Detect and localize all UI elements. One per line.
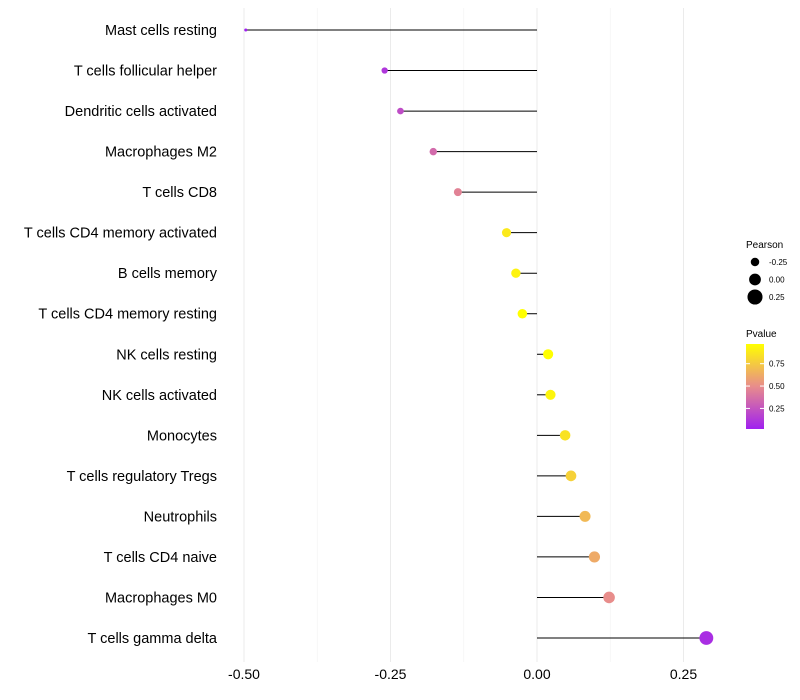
lollipop-point (517, 308, 528, 319)
category-labels: Mast cells resting T cells follicular hel… (24, 23, 218, 647)
lollipop-point (511, 268, 521, 278)
category-label: T cells gamma delta (88, 631, 218, 647)
category-label: NK cells resting (116, 347, 217, 363)
x-tick-label: -0.25 (375, 666, 407, 682)
lollipop-stems (245, 29, 707, 639)
grid-lines (243, 8, 684, 662)
lollipop-point (603, 591, 615, 604)
category-label: NK cells activated (102, 388, 217, 404)
x-tick-label: 0.25 (670, 666, 697, 682)
lollipop-point (588, 551, 601, 563)
category-label: B cells memory (118, 266, 218, 282)
lollipop-point (579, 510, 591, 522)
category-label: T cells CD4 memory activated (24, 226, 217, 242)
category-label: T cells follicular helper (74, 64, 217, 80)
category-label: Neutrophils (144, 509, 217, 525)
lollipop-point (397, 107, 404, 115)
lollipop-point (453, 188, 462, 197)
category-label: T cells CD8 (142, 185, 217, 201)
x-tick-labels: -0.50 -0.25 0.00 0.25 (228, 666, 697, 682)
category-label: Mast cells resting (105, 23, 217, 39)
size-legend-title: Pearson (746, 240, 783, 251)
lollipop-point (699, 631, 714, 645)
color-legend-title: Pvalue (746, 329, 777, 340)
color-legend-bar (746, 344, 764, 429)
color-legend-ticks: 0.25 0.50 0.75 (746, 360, 785, 413)
size-legend-dot (749, 273, 761, 286)
color-legend-label: 0.50 (769, 382, 785, 391)
lollipop-point (429, 147, 437, 156)
category-label: Dendritic cells activated (65, 104, 217, 120)
size-legend-label: -0.25 (769, 258, 788, 267)
x-tick-label: 0.00 (523, 666, 550, 682)
legend: Pearson -0.25 0.00 0.25 Pvalue 0.25 0.50 0.7… (746, 240, 788, 429)
size-legend-dot (747, 289, 763, 305)
size-legend-label: 0.00 (769, 276, 785, 285)
category-label: Monocytes (147, 428, 217, 444)
category-label: Macrophages M0 (105, 590, 217, 606)
lollipop-point (545, 389, 556, 400)
category-label: T cells regulatory Tregs (67, 469, 217, 485)
category-label: T cells CD4 memory resting (38, 307, 217, 323)
category-label: Macrophages M2 (105, 145, 217, 161)
size-legend-label: 0.25 (769, 293, 785, 302)
lollipop-point (381, 67, 388, 74)
lollipop-point (543, 349, 554, 360)
lollipop-point (501, 228, 512, 238)
size-legend-keys: -0.25 0.00 0.25 (747, 257, 788, 305)
lollipop-point (565, 470, 577, 482)
color-legend-label: 0.25 (769, 404, 785, 413)
lollipop-point (559, 430, 571, 441)
color-legend-label: 0.75 (769, 360, 785, 369)
category-label: T cells CD4 naive (104, 550, 217, 566)
lollipop-points (244, 28, 714, 645)
size-legend-dot (750, 257, 760, 267)
lollipop-point (244, 28, 248, 32)
x-tick-label: -0.50 (228, 666, 260, 682)
